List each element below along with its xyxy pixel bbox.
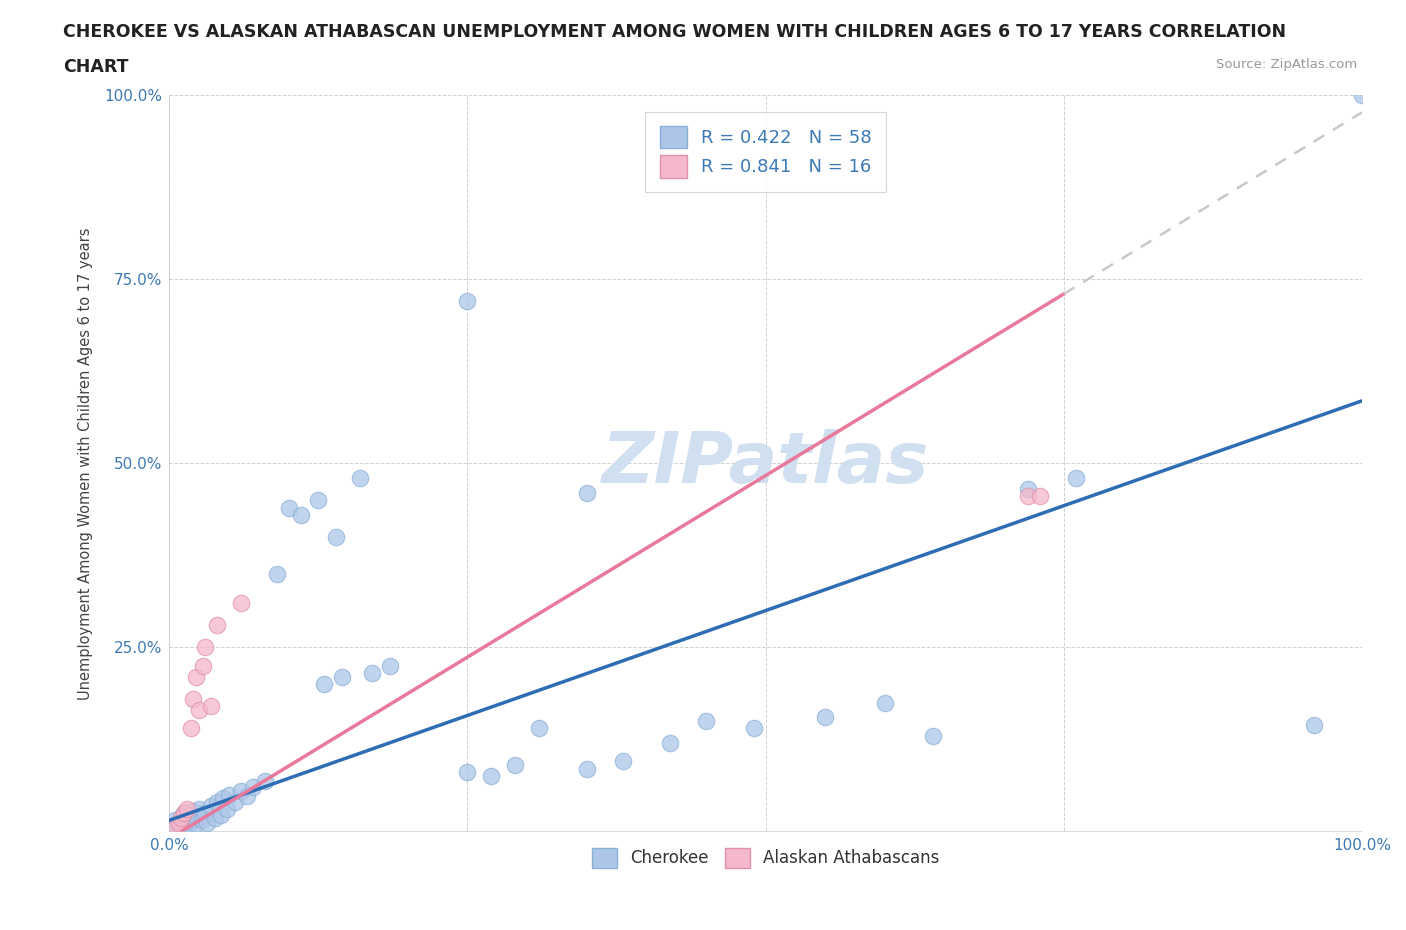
Point: [200, 798, 222, 813]
Point: [1303, 717, 1326, 732]
Point: [742, 721, 765, 736]
Point: [575, 762, 598, 777]
Point: [1017, 482, 1039, 497]
Text: CHART: CHART: [63, 58, 129, 75]
Point: [349, 471, 371, 485]
Point: [266, 566, 288, 581]
Point: [181, 804, 204, 818]
Y-axis label: Unemployment Among Women with Children Ages 6 to 17 years: Unemployment Among Women with Children A…: [79, 227, 93, 699]
Point: [873, 695, 896, 710]
Point: [527, 721, 550, 736]
Point: [167, 817, 190, 831]
Point: [921, 728, 943, 743]
Point: [173, 805, 195, 820]
Point: [503, 758, 526, 773]
Legend: Cherokee, Alaskan Athabascans: Cherokee, Alaskan Athabascans: [585, 841, 946, 874]
Point: [181, 691, 204, 706]
Point: [229, 596, 252, 611]
Point: [456, 294, 478, 309]
Point: [229, 783, 252, 798]
Point: [166, 820, 188, 835]
Point: [188, 802, 211, 817]
Point: [361, 666, 384, 681]
Point: [180, 813, 202, 828]
Point: [167, 815, 190, 830]
Point: [1029, 489, 1052, 504]
Point: [277, 500, 299, 515]
Point: [180, 721, 202, 736]
Point: [814, 710, 837, 724]
Point: [170, 811, 193, 826]
Text: Source: ZipAtlas.com: Source: ZipAtlas.com: [1216, 58, 1357, 71]
Point: [204, 811, 226, 826]
Point: [253, 774, 276, 789]
Point: [242, 779, 264, 794]
Point: [1351, 88, 1374, 103]
Point: [165, 813, 187, 828]
Point: [205, 618, 228, 632]
Point: [218, 787, 240, 802]
Point: [188, 702, 211, 717]
Point: [177, 819, 200, 834]
Point: [290, 508, 312, 523]
Point: [1017, 489, 1039, 504]
Text: CHEROKEE VS ALASKAN ATHABASCAN UNEMPLOYMENT AMONG WOMEN WITH CHILDREN AGES 6 TO : CHEROKEE VS ALASKAN ATHABASCAN UNEMPLOYM…: [63, 23, 1286, 41]
Point: [307, 493, 329, 508]
Point: [325, 529, 347, 544]
Point: [224, 794, 246, 809]
Point: [179, 808, 201, 823]
Point: [378, 658, 401, 673]
Point: [330, 670, 353, 684]
Point: [612, 754, 634, 769]
Point: [165, 820, 187, 835]
Point: [205, 794, 228, 809]
Point: [659, 736, 682, 751]
Point: [200, 698, 222, 713]
Point: [184, 817, 207, 831]
Point: [479, 769, 502, 784]
Point: [194, 640, 217, 655]
Point: [173, 815, 195, 830]
Point: [170, 809, 193, 824]
Text: ZIPatlas: ZIPatlas: [602, 429, 929, 498]
Point: [186, 809, 208, 824]
Point: [314, 677, 336, 692]
Point: [172, 818, 194, 833]
Point: [173, 805, 195, 820]
Point: [212, 790, 235, 805]
Point: [456, 765, 478, 780]
Point: [190, 813, 212, 828]
Point: [236, 789, 259, 804]
Point: [176, 802, 198, 817]
Point: [575, 485, 598, 500]
Point: [209, 808, 232, 823]
Point: [215, 802, 238, 817]
Point: [695, 713, 717, 728]
Point: [1064, 471, 1087, 485]
Point: [197, 815, 219, 830]
Point: [191, 658, 214, 673]
Point: [176, 811, 198, 826]
Point: [184, 670, 207, 684]
Point: [194, 805, 217, 820]
